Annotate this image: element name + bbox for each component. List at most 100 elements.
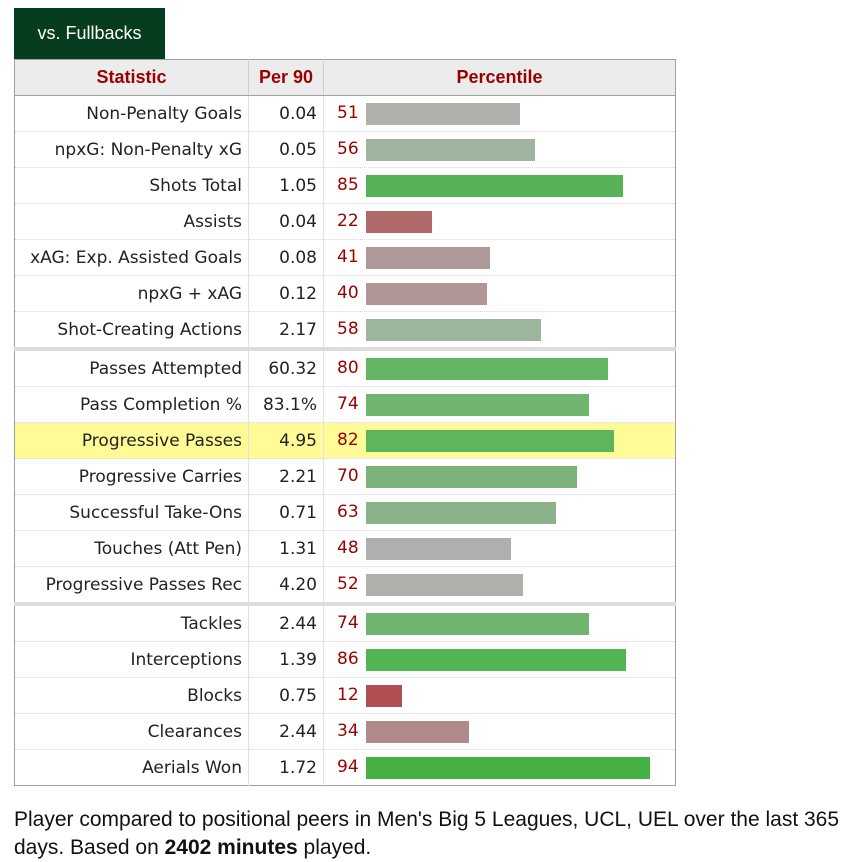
- statistic-label[interactable]: Progressive Passes: [14, 422, 249, 459]
- statistic-label[interactable]: Passes Attempted: [14, 347, 249, 387]
- percentile-bar: [366, 430, 614, 452]
- percentile-cell: 82: [323, 422, 676, 459]
- statistic-label[interactable]: Progressive Passes Rec: [14, 566, 249, 605]
- percentile-cell: 51: [323, 95, 676, 132]
- percentile-value: 80: [337, 358, 359, 378]
- percentile-value: 70: [337, 466, 359, 486]
- statistic-label[interactable]: Clearances: [14, 713, 249, 750]
- statistic-label[interactable]: Blocks: [14, 677, 249, 714]
- per90-value: 83.1%: [248, 386, 324, 423]
- per90-value: 2.44: [248, 602, 324, 642]
- per90-value: 2.17: [248, 311, 324, 350]
- percentile-value: 58: [337, 319, 359, 339]
- table-row: Non-Penalty Goals 0.04 51: [14, 95, 676, 132]
- percentile-cell: 58: [323, 311, 676, 350]
- statistic-label[interactable]: npxG + xAG: [14, 275, 249, 312]
- footer-text: Player compared to positional peers in M…: [14, 808, 840, 859]
- statistic-label[interactable]: Interceptions: [14, 641, 249, 678]
- table-row: Blocks 0.75 12: [14, 677, 676, 714]
- per90-value: 0.75: [248, 677, 324, 714]
- table-row: Clearances 2.44 34: [14, 713, 676, 750]
- percentile-value: 51: [337, 103, 359, 123]
- statistic-label[interactable]: Pass Completion %: [14, 386, 249, 423]
- table-row: Assists 0.04 22: [14, 203, 676, 240]
- statistic-label[interactable]: Shots Total: [14, 167, 249, 204]
- percentile-cell: 63: [323, 494, 676, 531]
- table-row: Shots Total 1.05 85: [14, 167, 676, 204]
- statistic-label[interactable]: Non-Penalty Goals: [14, 95, 249, 132]
- percentile-bar: [366, 358, 608, 380]
- percentile-cell: 41: [323, 239, 676, 276]
- percentile-cell: 74: [323, 602, 676, 642]
- percentile-value: 63: [337, 502, 359, 522]
- per90-value: 2.44: [248, 713, 324, 750]
- statistic-label[interactable]: xAG: Exp. Assisted Goals: [14, 239, 249, 276]
- per90-value: 1.72: [248, 749, 324, 786]
- percentile-bar: [366, 649, 626, 671]
- percentile-value: 86: [337, 649, 359, 669]
- statistic-label[interactable]: Assists: [14, 203, 249, 240]
- percentile-value: 82: [337, 430, 359, 450]
- percentile-value: 52: [337, 574, 359, 594]
- statistic-label[interactable]: Shot-Creating Actions: [14, 311, 249, 350]
- table-row: Interceptions 1.39 86: [14, 641, 676, 678]
- statistic-label[interactable]: Tackles: [14, 602, 249, 642]
- statistic-label[interactable]: Progressive Carries: [14, 458, 249, 495]
- percentile-value: 40: [337, 283, 359, 303]
- per90-value: 4.20: [248, 566, 324, 605]
- table-row: xAG: Exp. Assisted Goals 0.08 41: [14, 239, 676, 276]
- percentile-bar: [366, 319, 541, 341]
- table-row: Pass Completion % 83.1% 74: [14, 386, 676, 423]
- header-statistic[interactable]: Statistic: [14, 59, 249, 96]
- header-per90[interactable]: Per 90: [248, 59, 324, 96]
- per90-value: 1.39: [248, 641, 324, 678]
- percentile-bar: [366, 139, 535, 161]
- table-row: Shot-Creating Actions 2.17 58: [14, 311, 676, 350]
- per90-value: 60.32: [248, 347, 324, 387]
- table-row: Progressive Carries 2.21 70: [14, 458, 676, 495]
- percentile-bar: [366, 574, 523, 596]
- statistic-label[interactable]: Touches (Att Pen): [14, 530, 249, 567]
- table-row: Tackles 2.44 74: [14, 602, 676, 642]
- percentile-cell: 40: [323, 275, 676, 312]
- footer-minutes: 2402 minutes: [164, 836, 298, 859]
- percentile-value: 94: [337, 757, 359, 777]
- statistic-label[interactable]: Aerials Won: [14, 749, 249, 786]
- per90-value: 0.12: [248, 275, 324, 312]
- table-row: Progressive Passes Rec 4.20 52: [14, 566, 676, 605]
- table-row: Aerials Won 1.72 94: [14, 749, 676, 786]
- percentile-table: Statistic Per 90 Percentile Non-Penalty …: [14, 59, 676, 786]
- percentile-cell: 74: [323, 386, 676, 423]
- percentile-cell: 34: [323, 713, 676, 750]
- percentile-value: 48: [337, 538, 359, 558]
- percentile-value: 56: [337, 139, 359, 159]
- percentile-bar: [366, 685, 402, 707]
- percentile-cell: 70: [323, 458, 676, 495]
- percentile-cell: 85: [323, 167, 676, 204]
- percentile-cell: 56: [323, 131, 676, 168]
- per90-value: 2.21: [248, 458, 324, 495]
- statistic-label[interactable]: npxG: Non-Penalty xG: [14, 131, 249, 168]
- percentile-bar: [366, 247, 490, 269]
- percentile-bar: [366, 538, 511, 560]
- per90-value: 0.71: [248, 494, 324, 531]
- percentile-value: 22: [337, 211, 359, 231]
- table-row: npxG + xAG 0.12 40: [14, 275, 676, 312]
- statistic-label[interactable]: Successful Take-Ons: [14, 494, 249, 531]
- percentile-cell: 48: [323, 530, 676, 567]
- table-row: Successful Take-Ons 0.71 63: [14, 494, 676, 531]
- percentile-value: 85: [337, 175, 359, 195]
- percentile-bar: [366, 502, 556, 524]
- table-row: Progressive Passes 4.95 82: [14, 422, 676, 459]
- table-row: Touches (Att Pen) 1.31 48: [14, 530, 676, 567]
- per90-value: 0.04: [248, 203, 324, 240]
- percentile-bar: [366, 394, 589, 416]
- per90-value: 0.05: [248, 131, 324, 168]
- percentile-value: 74: [337, 394, 359, 414]
- tab-vs-fullbacks[interactable]: vs. Fullbacks: [14, 8, 165, 59]
- percentile-cell: 94: [323, 749, 676, 786]
- per90-value: 4.95: [248, 422, 324, 459]
- footer-suffix: played.: [297, 836, 372, 859]
- header-percentile[interactable]: Percentile: [323, 59, 676, 96]
- percentile-bar: [366, 721, 469, 743]
